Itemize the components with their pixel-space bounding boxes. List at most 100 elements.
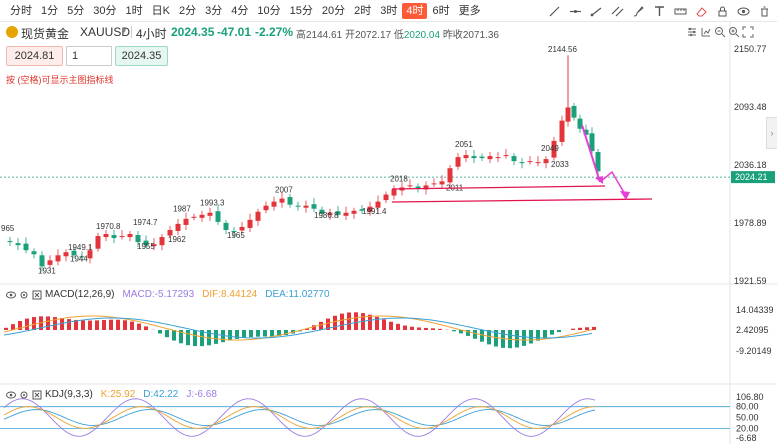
- macd-histogram-bar: [431, 328, 435, 330]
- period-1[interactable]: 1分: [41, 5, 59, 17]
- candle-body: [55, 255, 61, 262]
- lock-icon[interactable]: [715, 3, 729, 19]
- macd-histogram-bar: [319, 321, 323, 330]
- candle-body: [287, 197, 293, 205]
- visibility-icon[interactable]: [736, 3, 750, 19]
- buy-button[interactable]: 2024.35: [115, 46, 168, 66]
- j-line: [3, 398, 596, 437]
- period-15[interactable]: 6时: [432, 5, 450, 17]
- period-2[interactable]: 5分: [67, 5, 85, 17]
- text-icon[interactable]: [652, 3, 666, 19]
- period-10[interactable]: 15分: [289, 5, 313, 17]
- macd-histogram-bar: [284, 330, 288, 336]
- period-12[interactable]: 2时: [354, 5, 372, 17]
- candle-body: [215, 211, 221, 222]
- price-change: -47.01: [217, 25, 252, 39]
- period-0[interactable]: 分时: [10, 5, 32, 17]
- candle-body: [565, 107, 571, 122]
- period-14[interactable]: 4时: [402, 3, 428, 19]
- candle-body: [263, 205, 269, 211]
- ray-icon[interactable]: [589, 3, 603, 19]
- candle-body: [431, 183, 437, 185]
- price-annotation: 1949.1: [68, 243, 93, 252]
- indicator-settings-icon[interactable]: [686, 26, 698, 38]
- macd-histogram-bar: [585, 327, 589, 330]
- gold-coin-icon: [6, 26, 18, 38]
- macd-histogram-bar: [368, 314, 372, 330]
- dif-line: [3, 315, 593, 341]
- period-4[interactable]: 1时: [125, 5, 143, 17]
- macd-histogram-bar: [410, 326, 414, 330]
- candle-body: [119, 236, 125, 238]
- candle-body: [183, 218, 189, 225]
- candle-body: [279, 198, 285, 203]
- macd-histogram-bar: [347, 312, 351, 330]
- macd-histogram-bar: [116, 319, 120, 330]
- macd-histogram-bar: [249, 330, 253, 338]
- macd-histogram-bar: [389, 321, 393, 330]
- close-icon[interactable]: [32, 390, 42, 400]
- trend-line-icon[interactable]: [547, 3, 561, 19]
- period-7[interactable]: 3分: [205, 5, 223, 17]
- candle-body: [111, 235, 117, 239]
- period-13[interactable]: 3时: [380, 5, 398, 17]
- symbol-name[interactable]: 现货黄金: [21, 27, 70, 41]
- price-annotation: 1987: [173, 205, 191, 214]
- support-line: [391, 198, 653, 203]
- brush-icon[interactable]: [631, 3, 645, 19]
- parallel-channel-icon[interactable]: [610, 3, 624, 19]
- kdj-axis-label: -6.68: [736, 433, 757, 443]
- visibility-icon[interactable]: [6, 290, 16, 300]
- macd-histogram-bar: [25, 318, 29, 330]
- macd-histogram-bar: [123, 320, 127, 330]
- candle-body: [495, 157, 501, 159]
- macd-histogram-bar: [74, 319, 78, 330]
- price-axis-label: 2093.48: [734, 102, 767, 112]
- arrow-head: [595, 176, 603, 184]
- symbol-code[interactable]: XAUUSD: [80, 25, 131, 39]
- macd-histogram-bar: [81, 320, 85, 330]
- settings-icon[interactable]: [19, 290, 29, 300]
- period-6[interactable]: 2分: [178, 5, 197, 17]
- period-3[interactable]: 30分: [93, 5, 117, 17]
- macd-histogram-bar: [158, 330, 162, 334]
- fullscreen-icon[interactable]: [742, 26, 754, 38]
- zoom-in-icon[interactable]: [728, 26, 740, 38]
- period-16[interactable]: 更多: [458, 5, 481, 17]
- candle-body: [31, 251, 37, 255]
- visibility-icon[interactable]: [6, 390, 16, 400]
- macd-histogram-bar: [179, 330, 183, 344]
- ohlc-summary: 高2144.61 开2072.17 低2020.04 昨收2071.36: [296, 26, 499, 41]
- candle-body: [375, 201, 381, 208]
- macd-axis-label: -9.20149: [736, 346, 772, 356]
- compare-icon[interactable]: [700, 26, 712, 38]
- horizontal-line-icon[interactable]: [568, 3, 582, 19]
- period-5[interactable]: 日K: [151, 5, 170, 17]
- macd-histogram-bar: [130, 321, 134, 330]
- price-axis-label: 2036.18: [734, 160, 767, 170]
- period-8[interactable]: 4分: [231, 5, 249, 17]
- close-icon[interactable]: [32, 290, 42, 300]
- settings-icon[interactable]: [19, 390, 29, 400]
- chevron-right-icon[interactable]: ›: [766, 117, 777, 149]
- delete-icon[interactable]: [757, 3, 771, 19]
- sell-button[interactable]: 2024.81: [6, 46, 63, 66]
- candle-body: [559, 120, 565, 142]
- zoom-out-icon[interactable]: [714, 26, 726, 38]
- macd-histogram-bar: [592, 326, 596, 330]
- last-price: 2024.35: [171, 25, 215, 39]
- period-9[interactable]: 10分: [257, 5, 281, 17]
- macd-histogram-bar: [32, 317, 36, 330]
- candle-body: [351, 210, 357, 214]
- quantity-input[interactable]: [66, 46, 112, 66]
- candle-body: [223, 222, 229, 230]
- ohlc-label: 低: [393, 30, 404, 41]
- eraser-icon[interactable]: [694, 3, 708, 19]
- timeframe-label[interactable]: 4小时: [136, 27, 167, 41]
- candle-body: [207, 212, 213, 216]
- candle-body: [463, 155, 469, 159]
- period-11[interactable]: 20分: [321, 5, 346, 17]
- measure-icon[interactable]: [673, 3, 687, 19]
- chevron-down-icon[interactable]: ▾: [122, 25, 127, 35]
